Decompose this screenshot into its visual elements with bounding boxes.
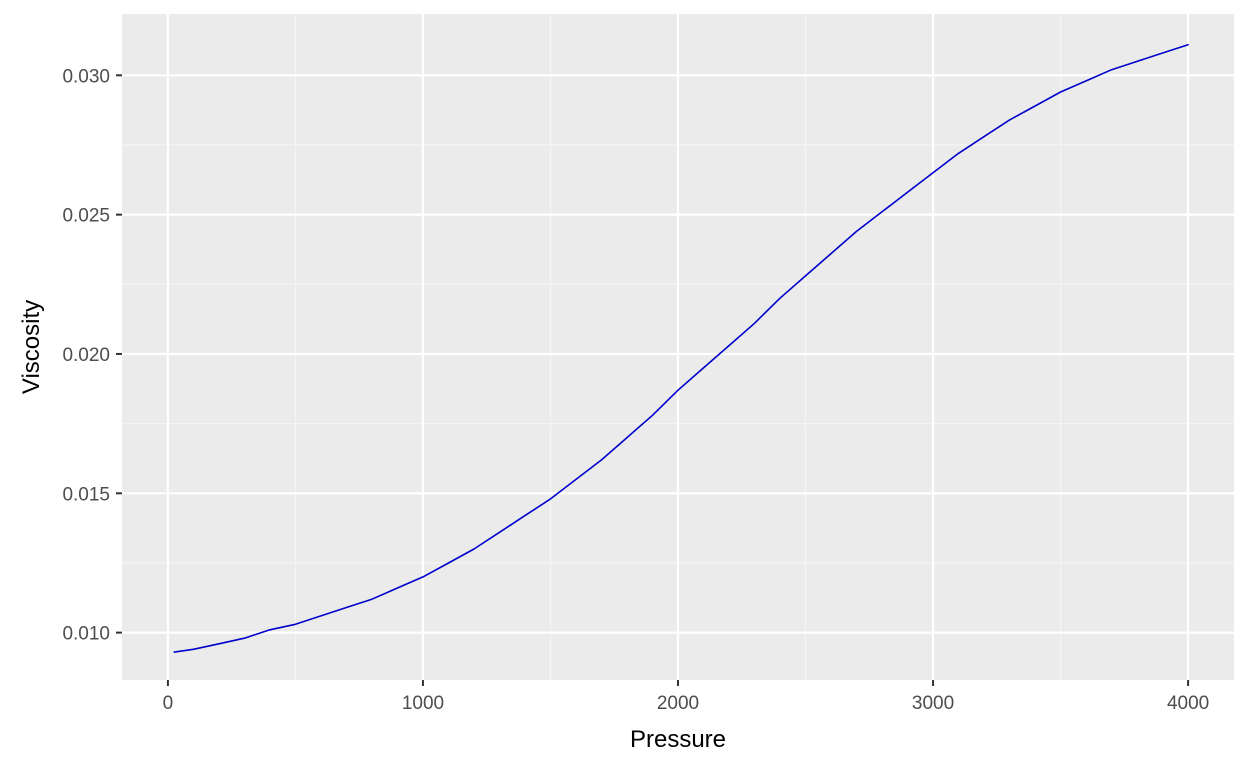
x-axis-title: Pressure: [630, 726, 726, 753]
y-tick-label: 0.020: [62, 345, 110, 366]
x-tick-label: 1000: [402, 693, 444, 714]
y-tick-label: 0.010: [62, 624, 110, 645]
y-axis-title: Viscosity: [18, 300, 45, 394]
y-tick-label: 0.015: [62, 484, 110, 505]
tick-labels: 0 1000 2000 3000 4000 0.010 0.015 0.020 0.025 0.0…: [62, 66, 1209, 714]
series-layer: [173, 43, 1189, 653]
y-tick-label: 0.025: [62, 206, 110, 227]
x-tick-label: 2000: [657, 693, 699, 714]
x-tick-label: 3000: [912, 693, 954, 714]
axis-ticks: [116, 74, 1190, 686]
x-tick-label: 4000: [1167, 693, 1209, 714]
y-tick-label: 0.030: [62, 66, 110, 87]
viscosity-line: [173, 43, 1189, 653]
x-tick-label: 0: [163, 693, 174, 714]
major-gridlines: [122, 14, 1234, 680]
